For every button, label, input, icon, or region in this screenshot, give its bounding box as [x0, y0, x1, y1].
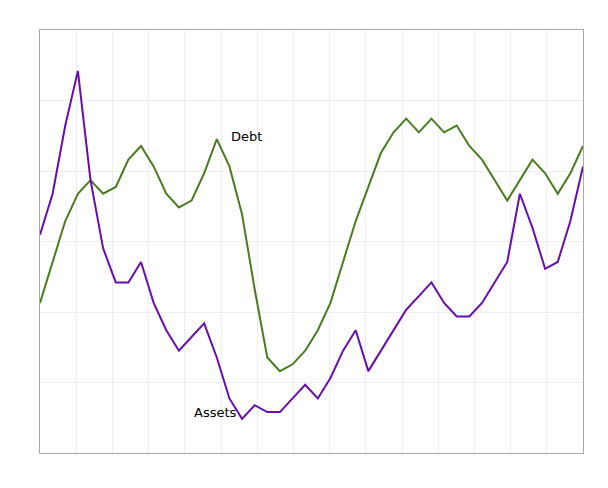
svg-text:Assets: Assets [194, 405, 237, 420]
svg-text:Debt: Debt [231, 129, 262, 144]
